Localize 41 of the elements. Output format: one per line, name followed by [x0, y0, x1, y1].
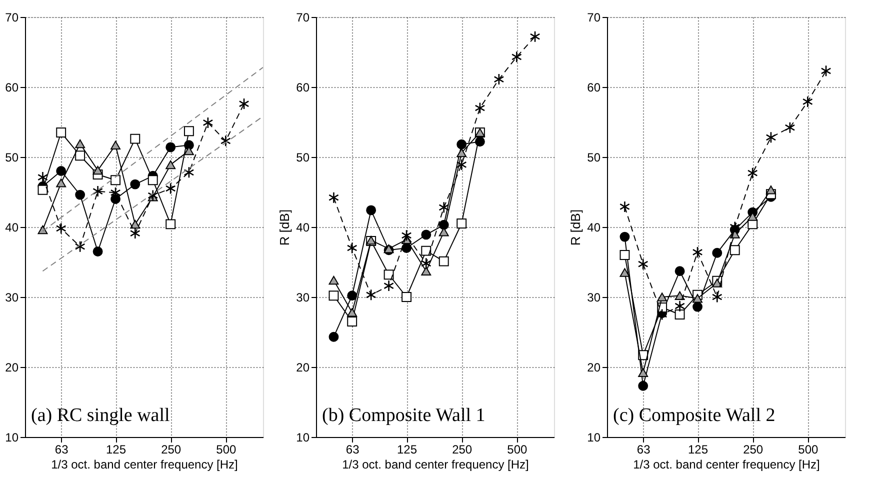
y-tick-label: 70 — [587, 10, 601, 24]
x-tick-label: 63 — [636, 442, 651, 456]
y-tick-label: 10 — [296, 430, 310, 444]
y-tick-label: 20 — [587, 360, 601, 374]
y-axis-title: R [dB] — [568, 209, 584, 246]
x-tick-label: 125 — [106, 442, 126, 456]
x-tick-label: 250 — [161, 442, 182, 456]
x-tick-label: 500 — [507, 442, 528, 456]
y-tick-label: 40 — [5, 220, 19, 234]
y-tick-label: 50 — [587, 150, 601, 164]
y-tick-label: 10 — [5, 430, 19, 444]
y-tick-label: 20 — [296, 360, 310, 374]
y-tick-label: 50 — [5, 150, 19, 164]
x-tick-label: 63 — [346, 442, 360, 456]
y-tick-label: 60 — [587, 80, 601, 94]
y-tick-label: 40 — [296, 220, 310, 234]
x-tick-label: 500 — [216, 442, 236, 456]
x-axis-title: 1/3 oct. band center frequency [Hz] — [342, 458, 529, 472]
annotation: (a) RC single wall — [31, 405, 170, 426]
y-tick-label: 60 — [296, 80, 310, 94]
annotation: (c) Composite Wall 2 — [613, 405, 776, 426]
x-tick-label: 63 — [54, 442, 69, 456]
x-tick-label: 500 — [798, 442, 818, 456]
x-axis-title: 1/3 oct. band center frequency [Hz] — [51, 458, 238, 472]
y-tick-label: 70 — [5, 10, 19, 24]
y-tick-label: 20 — [5, 360, 19, 374]
annotation: (b) Composite Wall 1 — [322, 405, 486, 426]
y-tick-label: 10 — [587, 430, 601, 444]
x-axis-title: 1/3 oct. band center frequency [Hz] — [633, 458, 820, 472]
y-axis-title: R [dB] — [277, 209, 292, 246]
x-tick-label: 250 — [452, 442, 472, 456]
x-tick-label: 250 — [743, 442, 764, 456]
y-tick-label: 30 — [5, 290, 19, 304]
x-tick-label: 125 — [688, 442, 708, 456]
x-tick-label: 125 — [397, 442, 418, 456]
y-tick-label: 60 — [5, 80, 19, 94]
y-tick-label: 40 — [587, 220, 601, 234]
y-tick-label: 30 — [296, 290, 310, 304]
y-tick-label: 70 — [296, 10, 310, 24]
y-tick-label: 30 — [587, 290, 601, 304]
y-tick-label: 50 — [296, 150, 310, 164]
